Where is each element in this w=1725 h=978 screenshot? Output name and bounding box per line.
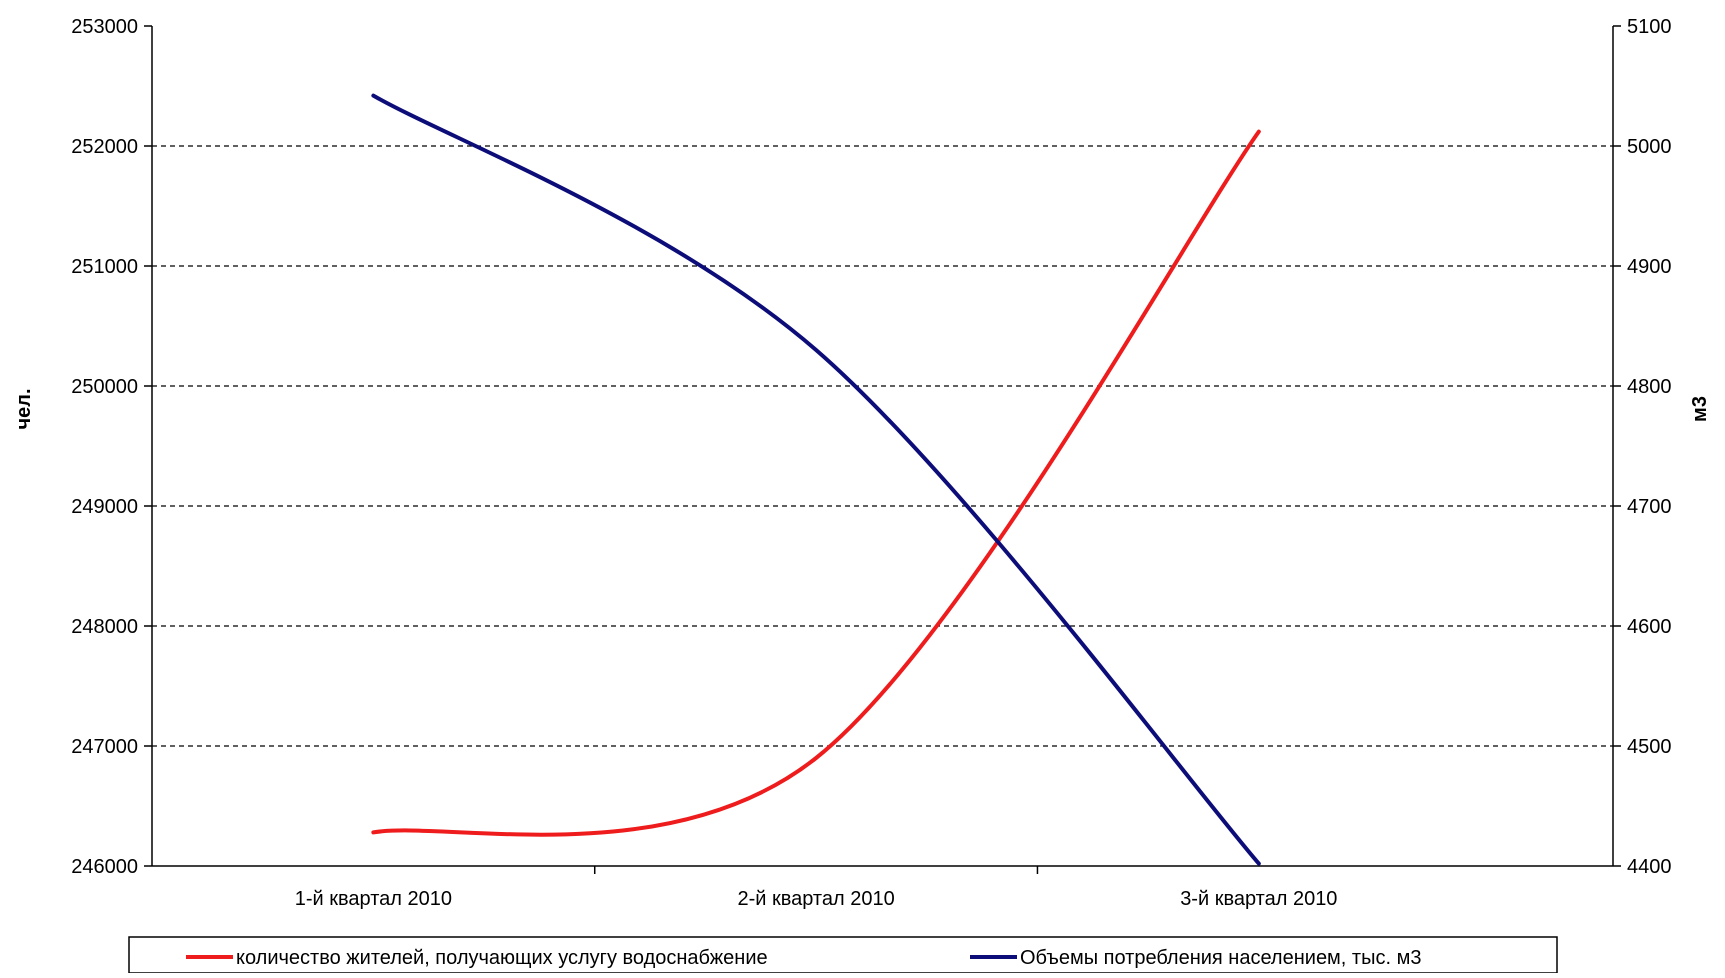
x-axis-ticks: 1-й квартал 2010 2-й квартал 2010 3-й квар… [295,866,1337,910]
x-tick-label: 1-й квартал 2010 [295,888,452,910]
series-line-consumption [371,93,1261,866]
right-axis-ticks: 4400 4500 4600 4700 4800 4900 5000 5100 [1613,16,1672,878]
right-tick-label: 4900 [1627,256,1672,278]
left-tick-label: 250000 [71,376,138,398]
gridlines [152,145,1613,747]
left-tick-label: 247000 [71,736,138,758]
right-axis-title: м3 [1689,396,1711,422]
left-tick-label: 246000 [71,856,138,878]
x-tick-label: 3-й квартал 2010 [1180,888,1337,910]
x-tick-label: 2-й квартал 2010 [737,888,894,910]
series-line-residents [371,129,1261,837]
left-tick-label: 251000 [71,256,138,278]
legend-box [128,936,1558,974]
series [371,93,1261,866]
legend-label-residents: количество жителей, получающих услугу во… [236,947,768,969]
left-tick-label: 252000 [71,136,138,158]
right-tick-label: 4600 [1627,616,1672,638]
right-tick-label: 5100 [1627,16,1672,38]
axes [151,26,1614,867]
right-tick-label: 5000 [1627,136,1672,158]
left-axis-ticks: 246000 247000 248000 249000 250000 251000 2520… [71,16,152,878]
right-tick-label: 4500 [1627,736,1672,758]
right-tick-label: 4400 [1627,856,1672,878]
right-tick-label: 4700 [1627,496,1672,518]
left-tick-label: 249000 [71,496,138,518]
left-axis-title: чел. [13,389,35,430]
legend-label-consumption: Объемы потребления населением, тыс. м3 [1020,947,1421,969]
legend: количество жителей, получающих услугу во… [128,936,1558,974]
left-tick-label: 253000 [71,16,138,38]
left-tick-label: 248000 [71,616,138,638]
right-tick-label: 4800 [1627,376,1672,398]
